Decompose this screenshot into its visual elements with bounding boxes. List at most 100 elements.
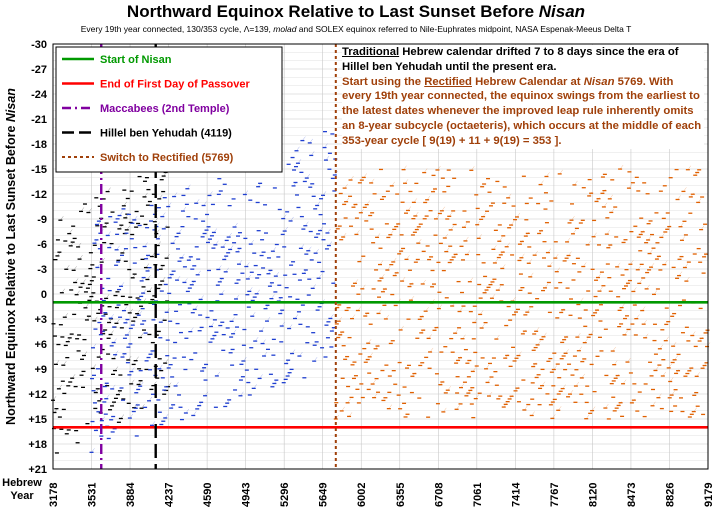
scatter-point-1-link [190,327,194,332]
y-tick-label: -18 [31,139,47,151]
scatter-point-2-link [477,220,481,225]
scatter-point-2-link [496,334,500,340]
scatter-point-2-link [668,363,672,369]
scatter-point-2-link [569,389,574,395]
scatter-point-2-link [662,371,666,377]
scatter-point-1-link [187,184,191,189]
y-tick-label: +15 [28,414,47,426]
scatter-point-1-link [315,249,319,254]
scatter-point-2-link [639,279,643,284]
scatter-point-0-link [61,288,66,293]
scatter-point-2-link [362,284,366,289]
scatter-point-0-link [167,382,172,387]
scatter-point-1-link [272,247,277,252]
scatter-point-2-link [404,179,409,184]
y-tick-label: -27 [31,64,47,76]
scatter-point-1-link [157,234,162,239]
scatter-point-2-link [400,325,404,331]
scatter-point-2-link [341,406,345,412]
x-tick-label: 5649 [318,483,330,507]
scatter-point-2-link [475,394,479,399]
scatter-point-2-link [609,194,613,199]
scatter-point-1-link [318,274,322,279]
scatter-point-2-link [401,276,406,282]
scatter-point-0-link [120,414,125,419]
scatter-point-2-link [481,323,485,329]
y-tick-label: -3 [37,264,47,276]
scatter-point-1-link [231,317,235,322]
x-ticks: 3178 3531 3884 4237 4590 4943 5296 5649 6002 6355… [48,482,712,507]
scatter-point-1-link [240,391,244,396]
note-traditional: Traditional Hebrew calendar drifted 7 to… [342,45,704,75]
scatter-point-1-link [302,136,306,141]
scatter-point-2-link [422,279,426,285]
scatter-point-1-link [225,267,229,272]
scatter-point-2-link [506,242,510,247]
scatter-point-1-link [215,240,219,245]
scatter-point-2-link [518,351,522,356]
scatter-point-2-link [680,222,684,227]
plot-frame [52,43,709,470]
scatter-point-1-link [309,138,313,144]
note-traditional-term: Traditional [342,46,400,58]
scatter-point-2-link [565,349,569,354]
scatter-point-2-link [463,223,468,228]
scatter-point-2-link [435,214,440,220]
scatter-point-2-link [466,250,471,255]
note-rectified: Start using the Rectified Hebrew Calenda… [342,75,704,149]
legend-label: Hillel ben Yehudah (4119) [100,128,232,140]
scatter-point-1-link [271,294,275,299]
y-axis-label: Northward Equinox Relative to Last Sunse… [4,88,18,425]
scatter-point-1-link [116,245,120,250]
scatter-point-1-link [297,159,302,164]
scatter-point-0-link [122,248,126,254]
scatter-point-2-link [494,258,499,264]
scatter-point-2-link [653,290,658,295]
scatter-point-2-link [633,287,637,292]
scatter-point-2-link [373,393,378,398]
scatter-point-1-link [163,224,167,229]
scatter-point-2-link [544,283,549,289]
y-tick-label: -12 [31,189,47,201]
scatter-point-1-link [209,191,213,196]
scatter-point-1-link [290,216,294,222]
scatter-point-2-link [612,346,616,352]
scatter-point-2-link [614,360,618,365]
scatter-point-0-link [141,404,145,409]
scatter-point-2-link [540,180,544,185]
x-tick-label: 6708 [433,483,445,507]
scatter-point-2-link [345,197,350,202]
scatter-point-1-link [238,260,243,265]
scatter-point-2-link [581,373,585,379]
scatter-point-2-link [366,200,370,205]
scatter-point-2-link [674,355,678,360]
scatter-point-2-link [627,357,631,363]
scatter-point-2-link [376,233,381,238]
scatter-point-0-link [64,313,68,318]
scatter-point-0-link [159,194,163,199]
scatter-point-1-link [175,381,179,387]
scatter-point-2-link [670,377,674,382]
scatter-point-0-link [92,364,97,369]
scatter-point-1-link [328,241,333,246]
scatter-point-1-link [262,339,266,344]
scatter-point-2-link [599,287,603,292]
scatter-point-1-link [250,239,254,245]
scatter-point-0-link [147,275,151,280]
scatter-point-1-link [151,421,156,426]
scatter-point-1-link [246,262,250,267]
scatter-point-2-link [583,262,587,267]
scatter-point-2-link [410,296,415,301]
scatter-point-1-link [119,211,123,216]
scatter-point-2-link [696,372,700,377]
scatter-point-1-link [311,151,315,156]
scatter-point-1-link [243,356,247,362]
scatter-point-1-link [159,364,163,369]
scatter-point-2-link [553,365,557,370]
scatter-point-2-link [546,172,550,177]
scatter-point-0-link [58,384,63,389]
scatter-point-1-link [314,357,318,362]
x-tick-label: 8120 [587,483,599,507]
scatter-point-2-link [478,234,482,239]
x-tick-label: 3531 [87,483,99,507]
